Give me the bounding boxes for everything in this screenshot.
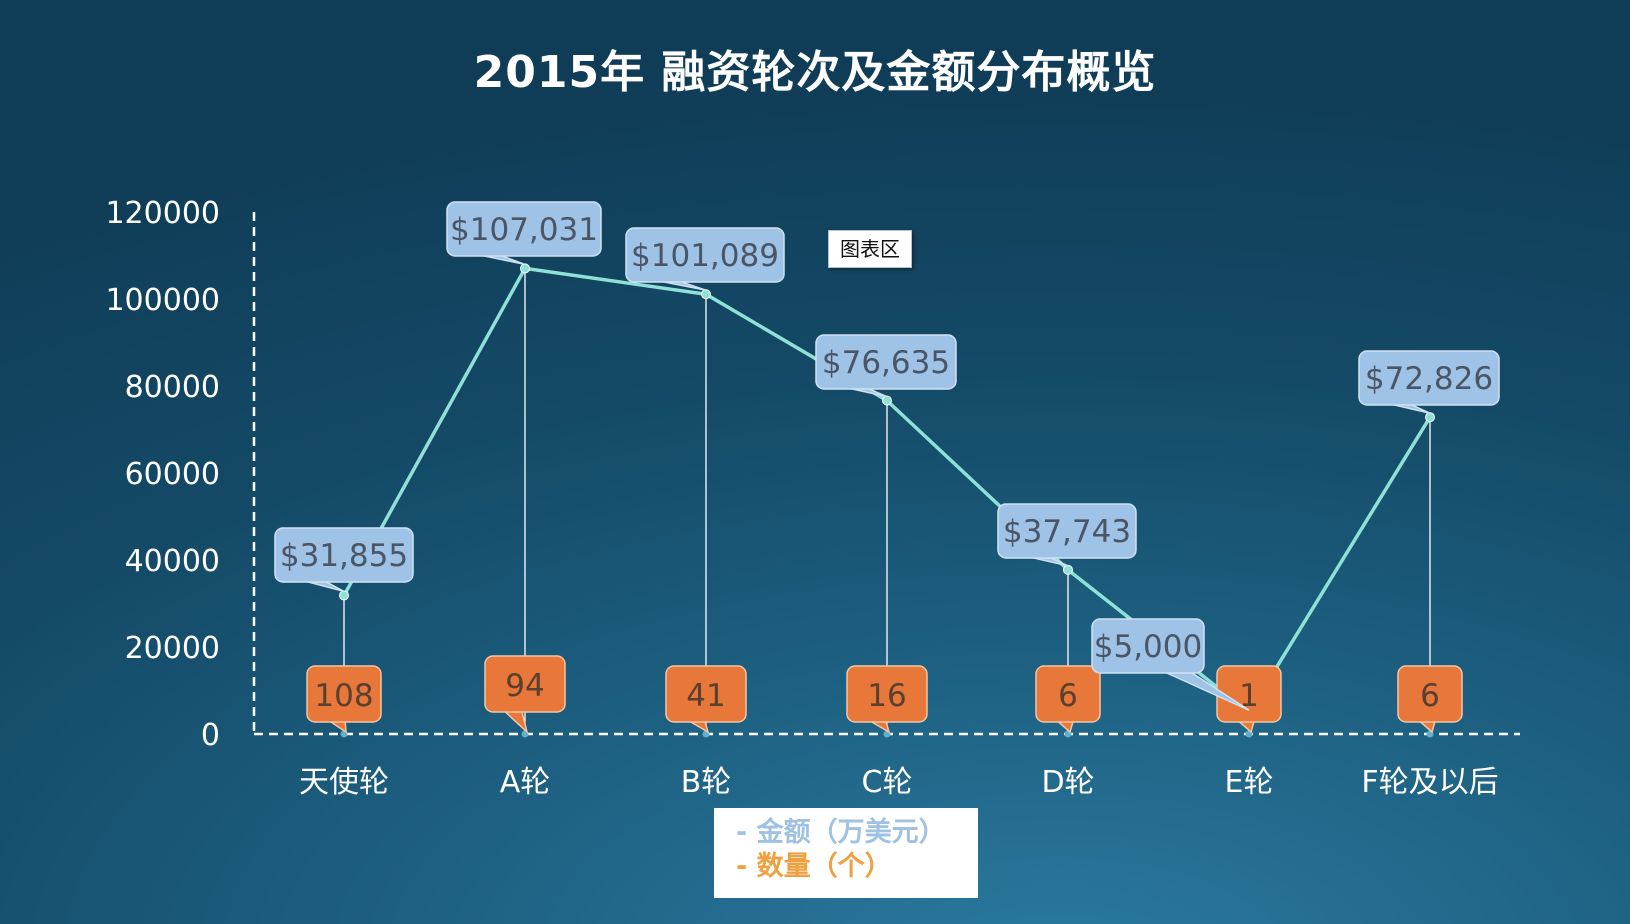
amount-callout-box bbox=[1358, 350, 1500, 406]
x-tick-label: F轮及以后 bbox=[1361, 765, 1498, 800]
amount-data-label: $37,743 bbox=[1003, 514, 1131, 550]
legend-item-amount[interactable]: - 金额（万美元） bbox=[736, 817, 946, 848]
amount-callout: $37,743 bbox=[997, 503, 1137, 567]
count-callout: 6 bbox=[1035, 665, 1101, 734]
amount-callout: $5,000 bbox=[1091, 618, 1250, 711]
count-callout: 41 bbox=[665, 665, 747, 734]
x-tick-label: A轮 bbox=[500, 765, 551, 800]
count-callout: 94 bbox=[484, 655, 566, 735]
amount-callout-box bbox=[997, 503, 1137, 559]
chart-title: 2015年 融资轮次及金额分布概览 bbox=[473, 47, 1157, 98]
count-callout: 1 bbox=[1216, 665, 1282, 734]
amount-callout-box bbox=[1091, 618, 1205, 674]
amount-data-label: $76,635 bbox=[822, 345, 950, 381]
y-axis-ticks: 0 20000 40000 60000 80000 100000 120000 bbox=[105, 196, 220, 753]
count-callout-box bbox=[306, 665, 382, 723]
y-tick-label: 0 bbox=[201, 718, 220, 753]
count-data-label: 1 bbox=[1239, 678, 1259, 714]
amount-data-labels: $31,855 $107,031 $101,089 $76,635 $37,743 $5,… bbox=[274, 201, 1500, 711]
count-data-label: 94 bbox=[505, 668, 544, 704]
count-data-label: 41 bbox=[686, 678, 725, 714]
y-tick-label: 80000 bbox=[125, 370, 220, 405]
count-callout-box bbox=[1035, 665, 1101, 723]
count-callout: 108 bbox=[306, 665, 382, 734]
amount-point bbox=[1425, 412, 1435, 423]
amount-point bbox=[882, 395, 892, 406]
amount-point bbox=[520, 263, 530, 274]
x-axis-ticks: 天使轮 A轮 B轮 C轮 D轮 E轮 F轮及以后 bbox=[299, 765, 1499, 800]
count-data-label: 16 bbox=[867, 678, 906, 714]
amount-data-label: $31,855 bbox=[280, 538, 408, 574]
x-tick-label: 天使轮 bbox=[299, 765, 389, 800]
chart-area-tooltip: 图表区 bbox=[828, 230, 912, 268]
count-callout-box bbox=[846, 665, 928, 723]
x-tick-label: E轮 bbox=[1225, 765, 1274, 800]
y-tick-label: 40000 bbox=[125, 544, 220, 579]
amount-callout-box bbox=[625, 227, 785, 283]
count-callout: 16 bbox=[846, 665, 928, 734]
amount-callout: $107,031 bbox=[446, 201, 602, 266]
amount-callout: $76,635 bbox=[815, 334, 957, 398]
x-tick-label: C轮 bbox=[862, 765, 913, 800]
amount-point bbox=[339, 590, 349, 601]
count-data-label: 6 bbox=[1420, 678, 1440, 714]
amount-callout: $101,089 bbox=[625, 227, 785, 291]
x-tick-label: D轮 bbox=[1041, 765, 1094, 800]
amount-callout-box bbox=[815, 334, 957, 390]
y-tick-label: 100000 bbox=[105, 283, 220, 318]
amount-callout: $31,855 bbox=[274, 527, 414, 593]
y-tick-label: 20000 bbox=[125, 631, 220, 666]
amount-data-label: $72,826 bbox=[1365, 361, 1493, 397]
amount-callout-box bbox=[274, 527, 414, 583]
count-callout-box bbox=[665, 665, 747, 723]
count-data-label: 108 bbox=[314, 678, 373, 714]
count-callout-box bbox=[484, 655, 566, 713]
y-tick-label: 120000 bbox=[105, 196, 220, 231]
y-tick-label: 60000 bbox=[125, 457, 220, 492]
amount-point bbox=[701, 289, 711, 300]
amount-callout-box bbox=[446, 201, 602, 257]
count-series: 108 94 41 16 6 1 6 bbox=[306, 655, 1463, 735]
count-callout: 6 bbox=[1397, 665, 1463, 734]
count-data-label: 6 bbox=[1058, 678, 1078, 714]
legend-item-count[interactable]: - 数量（个） bbox=[736, 851, 892, 882]
x-tick-label: B轮 bbox=[681, 765, 732, 800]
amount-data-label: $5,000 bbox=[1094, 629, 1202, 665]
amount-point bbox=[1063, 564, 1073, 575]
count-callout-box bbox=[1397, 665, 1463, 723]
amount-data-label: $101,089 bbox=[631, 238, 779, 274]
amount-callout: $72,826 bbox=[1358, 350, 1500, 414]
amount-data-label: $107,031 bbox=[450, 212, 598, 248]
legend[interactable]: - 金额（万美元） - 数量（个） bbox=[714, 808, 978, 898]
